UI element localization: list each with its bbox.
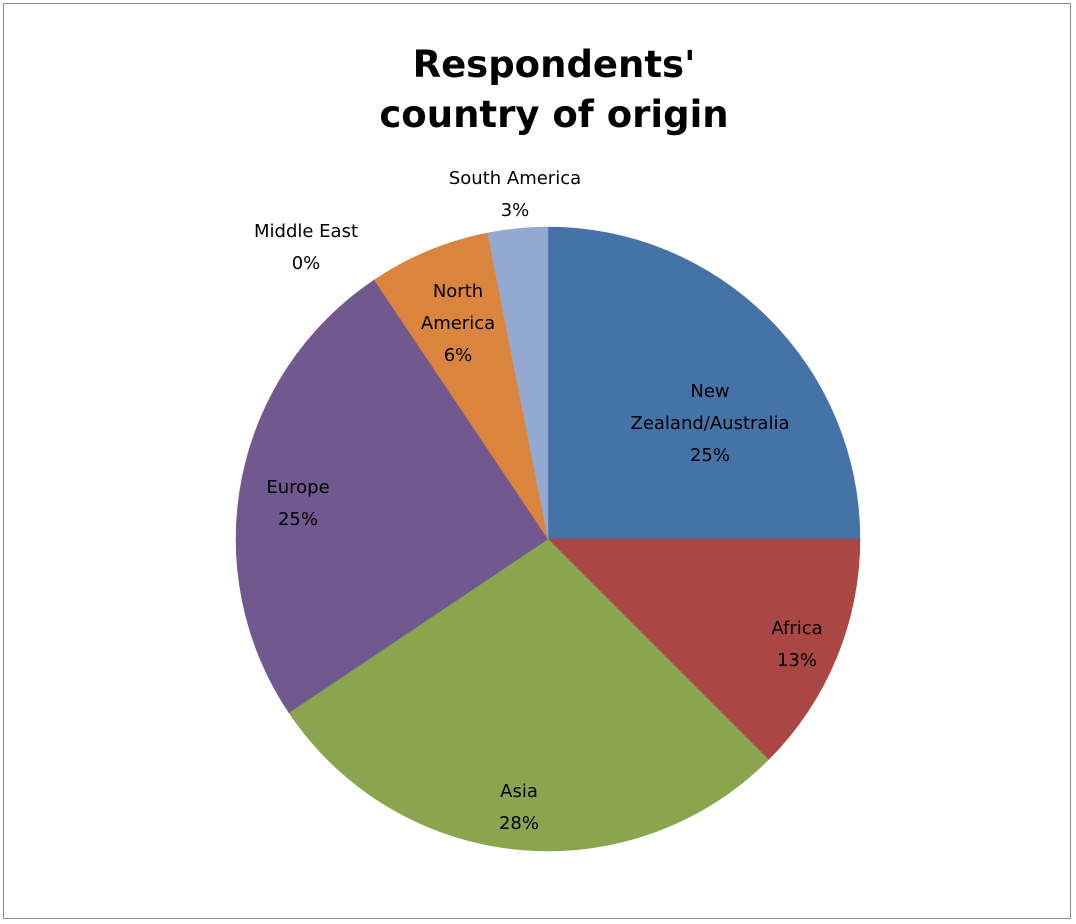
- pie-slice-1: [547, 538, 861, 760]
- data-label-6: South America 3%: [449, 168, 581, 221]
- data-label-percent: 25%: [690, 445, 730, 466]
- pie-chart: New Zealand/Australia 25% Africa 13% Asia 28% E…: [235, 168, 861, 852]
- data-label-percent: 3%: [501, 200, 530, 221]
- pie-slice-5: [373, 232, 549, 540]
- data-label-4: Middle East 0%: [254, 221, 358, 274]
- pie-slice-2: [288, 538, 769, 852]
- data-label-category: Africa: [771, 618, 822, 639]
- data-label-category: Middle East: [254, 221, 358, 242]
- data-label-3: Europe 25%: [266, 477, 329, 530]
- pie-slice-3: [235, 279, 549, 714]
- chart-area: Respondents' country of origin New Zealan…: [3, 3, 1071, 919]
- data-label-percent: 0%: [292, 253, 321, 274]
- data-label-category: America: [421, 313, 495, 334]
- pie-slice-6: [487, 226, 549, 540]
- data-label-2: Asia 28%: [499, 781, 539, 834]
- pie-slice-0: [547, 226, 861, 540]
- data-label-category: New: [690, 381, 729, 402]
- data-label-category: North: [433, 281, 483, 302]
- data-label-category: Asia: [500, 781, 538, 802]
- data-label-1: Africa 13%: [771, 618, 822, 671]
- data-label-category: Europe: [266, 477, 329, 498]
- data-label-percent: 13%: [777, 650, 817, 671]
- data-label-5: North America 6%: [421, 281, 495, 366]
- data-label-category: South America: [449, 168, 581, 189]
- chart-title: Respondents' country of origin: [4, 40, 1076, 140]
- chart-title-line-2: country of origin: [379, 93, 729, 136]
- data-label-percent: 28%: [499, 813, 539, 834]
- data-label-percent: 25%: [278, 509, 318, 530]
- chart-title-line-1: Respondents': [412, 43, 696, 86]
- data-label-0: New Zealand/Australia 25%: [631, 381, 790, 466]
- data-label-category: Zealand/Australia: [631, 413, 790, 434]
- data-label-percent: 6%: [444, 345, 473, 366]
